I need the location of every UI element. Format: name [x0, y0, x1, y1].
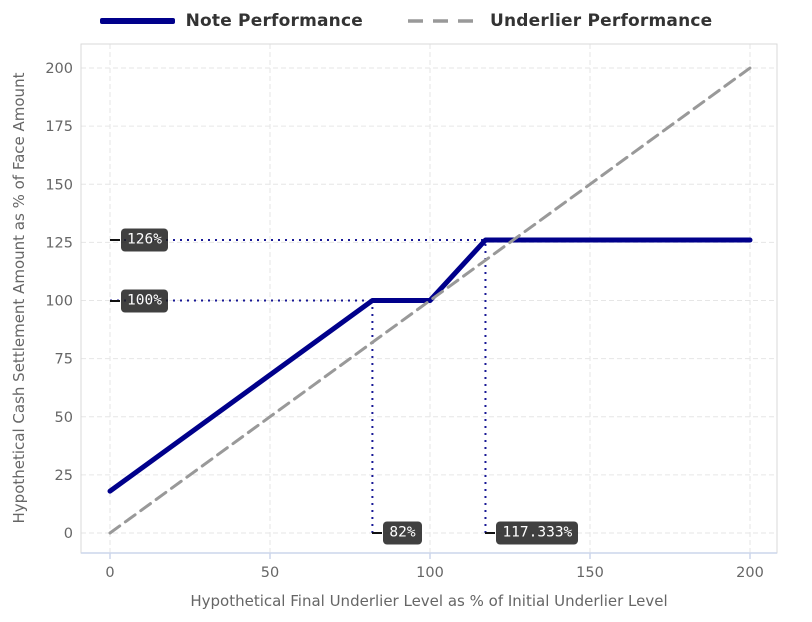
annotation-label: 117.333%	[496, 521, 579, 545]
y-tick-label: 175	[45, 119, 73, 135]
annotation-leader	[110, 299, 120, 302]
x-tick-label: 100	[416, 565, 444, 581]
x-tick-label: 150	[576, 565, 604, 581]
x-tick-label: 200	[736, 565, 764, 581]
legend-item-underlier-performance[interactable]: Underlier Performance	[407, 11, 712, 31]
y-tick-label: 75	[55, 352, 73, 368]
legend-label: Underlier Performance	[490, 11, 713, 31]
y-tick-label: 100	[45, 294, 73, 310]
annotation-leader	[372, 532, 383, 534]
y-tick-label: 150	[45, 177, 73, 193]
series-line-underlier	[108, 66, 752, 535]
annotation-label: 82%	[383, 521, 422, 545]
x-tick-label: 50	[261, 565, 279, 581]
annotation-label: 126%	[121, 228, 168, 252]
annotation-leader	[110, 239, 120, 242]
x-tick-label: 0	[105, 565, 114, 581]
y-tick-label: 125	[45, 235, 73, 251]
y-tick-label: 50	[55, 410, 73, 426]
solid-line-swatch	[99, 18, 175, 24]
y-axis-title: Hypothetical Cash Settlement Amount as %…	[10, 72, 28, 524]
annotation-leader	[485, 532, 496, 534]
series-line-note	[107, 237, 753, 494]
annotation-label: 100%	[121, 289, 168, 312]
legend-label: Note Performance	[185, 11, 363, 31]
x-axis-title: Hypothetical Final Underlier Level as % …	[190, 592, 668, 610]
dashed-line-swatch	[408, 19, 478, 23]
legend-item-note-performance[interactable]: Note Performance	[99, 11, 363, 31]
legend: Note Performance Underlier Performance	[0, 8, 812, 34]
y-tick-label: 0	[64, 526, 73, 542]
y-tick-label: 200	[45, 61, 73, 77]
y-tick-label: 25	[55, 468, 73, 484]
